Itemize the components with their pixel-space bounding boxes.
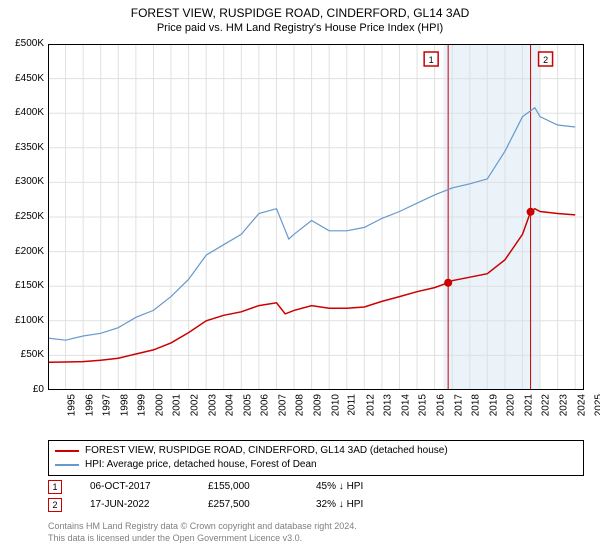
y-tick-label: £0	[2, 384, 44, 395]
x-tick-label: 2013	[383, 394, 394, 416]
sale-date: 06-OCT-2017	[90, 478, 180, 496]
y-tick-label: £150K	[2, 280, 44, 291]
legend-swatch	[55, 464, 79, 466]
x-tick-label: 2000	[154, 394, 165, 416]
footer-line: This data is licensed under the Open Gov…	[48, 532, 357, 544]
x-tick-label: 2018	[470, 394, 481, 416]
x-tick-label: 1999	[137, 394, 148, 416]
chart-plot-area: 12	[48, 44, 584, 390]
x-tick-label: 2025	[593, 394, 600, 416]
table-row: 2 17-JUN-2022 £257,500 32% ↓ HPI	[48, 496, 584, 514]
x-tick-label: 2010	[330, 394, 341, 416]
x-tick-label: 2005	[242, 394, 253, 416]
table-row: 1 06-OCT-2017 £155,000 45% ↓ HPI	[48, 478, 584, 496]
x-tick-label: 2002	[189, 394, 200, 416]
chart-subtitle: Price paid vs. HM Land Registry's House …	[0, 20, 600, 34]
marker-badge: 2	[48, 498, 62, 512]
legend-swatch	[55, 450, 79, 452]
x-tick-label: 2016	[435, 394, 446, 416]
svg-text:2: 2	[543, 55, 548, 65]
x-tick-label: 2017	[453, 394, 464, 416]
legend-label: HPI: Average price, detached house, Fore…	[85, 458, 317, 472]
footer-attribution: Contains HM Land Registry data © Crown c…	[48, 520, 357, 544]
chart-svg: 12	[48, 44, 584, 390]
legend-row: HPI: Average price, detached house, Fore…	[55, 458, 577, 472]
sales-table: 1 06-OCT-2017 £155,000 45% ↓ HPI 2 17-JU…	[48, 478, 584, 514]
x-tick-label: 2004	[224, 394, 235, 416]
x-tick-label: 2019	[488, 394, 499, 416]
sale-date: 17-JUN-2022	[90, 496, 180, 514]
y-tick-label: £350K	[2, 142, 44, 153]
chart-title: FOREST VIEW, RUSPIDGE ROAD, CINDERFORD, …	[0, 0, 600, 20]
x-tick-label: 2023	[558, 394, 569, 416]
x-tick-label: 2009	[312, 394, 323, 416]
x-tick-label: 2011	[347, 394, 358, 416]
x-tick-label: 2014	[400, 394, 411, 416]
legend-box: FOREST VIEW, RUSPIDGE ROAD, CINDERFORD, …	[48, 440, 584, 476]
x-tick-label: 1997	[101, 394, 112, 416]
legend-row: FOREST VIEW, RUSPIDGE ROAD, CINDERFORD, …	[55, 444, 577, 458]
x-tick-label: 2021	[523, 394, 534, 416]
y-tick-label: £450K	[2, 73, 44, 84]
legend-label: FOREST VIEW, RUSPIDGE ROAD, CINDERFORD, …	[85, 444, 448, 458]
x-tick-label: 1996	[84, 394, 95, 416]
chart-container: FOREST VIEW, RUSPIDGE ROAD, CINDERFORD, …	[0, 0, 600, 560]
svg-text:1: 1	[429, 55, 434, 65]
y-tick-label: £250K	[2, 211, 44, 222]
sale-delta: 32% ↓ HPI	[316, 496, 363, 514]
x-tick-label: 2008	[295, 394, 306, 416]
x-tick-label: 1995	[66, 394, 77, 416]
x-tick-label: 1998	[119, 394, 130, 416]
x-tick-label: 2012	[365, 394, 376, 416]
sale-price: £155,000	[208, 478, 288, 496]
y-tick-label: £50K	[2, 349, 44, 360]
x-tick-label: 2022	[541, 394, 552, 416]
sale-delta: 45% ↓ HPI	[316, 478, 363, 496]
sale-price: £257,500	[208, 496, 288, 514]
x-tick-label: 2006	[260, 394, 271, 416]
x-tick-label: 2020	[506, 394, 517, 416]
footer-line: Contains HM Land Registry data © Crown c…	[48, 520, 357, 532]
x-tick-label: 2003	[207, 394, 218, 416]
x-tick-label: 2007	[277, 394, 288, 416]
y-tick-label: £300K	[2, 176, 44, 187]
marker-badge: 1	[48, 480, 62, 494]
x-tick-label: 2001	[172, 394, 183, 416]
y-tick-label: £500K	[2, 38, 44, 49]
y-tick-label: £100K	[2, 315, 44, 326]
y-tick-label: £200K	[2, 246, 44, 257]
x-tick-label: 2015	[418, 394, 429, 416]
x-tick-label: 2024	[576, 394, 587, 416]
y-tick-label: £400K	[2, 107, 44, 118]
